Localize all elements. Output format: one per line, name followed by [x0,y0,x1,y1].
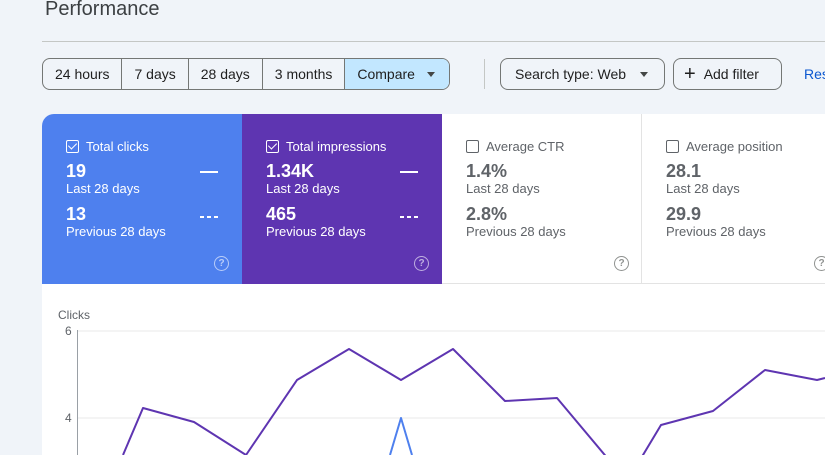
help-icon[interactable]: ? [214,256,229,271]
date-range-3-months[interactable]: 3 months [263,59,346,89]
date-range-selector: 24 hours 7 days 28 days 3 months Compare [42,58,450,90]
y-tick-6: 6 [65,324,72,338]
toolbar-separator [484,59,485,89]
chart-y-axis-label: Clicks [58,308,90,322]
performance-chart: Clicks 6 4 [42,284,825,455]
compare-dropdown[interactable]: Compare [345,59,449,89]
metric-current-label: Last 28 days [466,181,540,196]
metric-previous-label: Previous 28 days [666,224,766,239]
chevron-down-icon [640,71,649,77]
metric-previous-value: 2.8% [466,204,508,224]
dashed-line-legend-icon [400,216,418,218]
metric-cards: Total clicks 19 Last 28 days 13 Previous… [42,114,825,284]
search-type-dropdown[interactable]: Search type: Web [500,58,665,90]
checkbox-checked-icon[interactable] [66,139,79,153]
date-range-24-hours[interactable]: 24 hours [43,59,123,89]
metric-card-average-ctr[interactable]: Average CTR 1.4% Last 28 days 2.8% Previ… [442,114,642,284]
metric-name: Total impressions [286,138,387,154]
series-line [389,417,413,455]
solid-line-legend-icon [400,171,418,173]
reset-link[interactable]: Reset [804,66,825,82]
dashed-line-legend-icon [200,216,218,218]
checkbox-unchecked-icon[interactable] [666,139,679,153]
option-label: 24 hours [55,66,110,82]
metric-current-label: Last 28 days [66,181,140,196]
chart-plot-area [77,330,825,455]
help-icon[interactable]: ? [814,256,825,271]
y-tick-4: 4 [65,411,72,425]
option-label: 3 months [274,66,333,82]
metric-previous-value: 13 [66,204,87,224]
metric-name: Average CTR [486,138,565,154]
metric-current-value: 1.34K [266,161,315,181]
metric-previous-label: Previous 28 days [466,224,566,239]
metric-previous-label: Previous 28 days [66,224,166,239]
metric-current-value: 28.1 [666,161,702,181]
help-icon[interactable]: ? [414,256,429,271]
metric-name: Average position [686,138,783,154]
add-filter-button[interactable]: + Add filter [673,58,782,90]
option-label: 7 days [134,66,176,82]
series-line [122,348,825,455]
help-icon[interactable]: ? [614,256,629,271]
plus-icon: + [684,63,696,85]
metric-card-total-impressions[interactable]: Total impressions 1.34K Last 28 days 465… [242,114,442,284]
option-label: 28 days [200,66,250,82]
solid-line-legend-icon [200,171,218,173]
date-range-28-days[interactable]: 28 days [189,59,263,89]
metric-card-total-clicks[interactable]: Total clicks 19 Last 28 days 13 Previous… [42,114,242,284]
metric-name: Total clicks [86,138,149,154]
metric-previous-value: 465 [266,204,297,224]
metric-current-label: Last 28 days [266,181,340,196]
add-filter-label: Add filter [703,66,759,82]
metric-previous-label: Previous 28 days [266,224,366,239]
checkbox-checked-icon[interactable] [266,139,279,153]
search-type-label: Search type: Web [515,66,627,82]
chevron-down-icon [426,71,435,77]
metric-current-value: 1.4% [466,161,508,181]
date-range-7-days[interactable]: 7 days [122,59,189,89]
metric-card-average-position[interactable]: Average position 28.1 Last 28 days 29.9 … [642,114,825,284]
option-label: Compare [357,66,415,82]
checkbox-unchecked-icon[interactable] [466,139,479,153]
metric-previous-value: 29.9 [666,204,702,224]
page-title: Performance [45,0,160,20]
metric-current-value: 19 [66,161,87,181]
header-divider [42,41,825,42]
metric-current-label: Last 28 days [666,181,740,196]
